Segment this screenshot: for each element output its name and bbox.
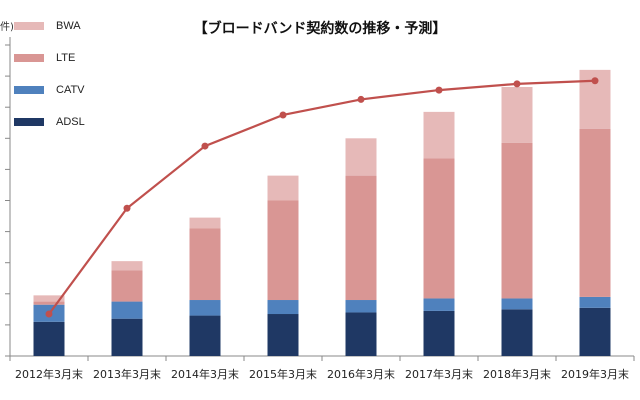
x-tick-label-1: 2013年3月末 [93, 367, 161, 381]
x-tick-label-5: 2017年3月末 [405, 367, 473, 381]
bars [33, 69, 611, 356]
bar-catv-1 [111, 301, 143, 319]
total-line-point-3 [279, 111, 287, 119]
bar-lte-3 [267, 200, 299, 301]
x-tick-label-7: 2019年3月末 [561, 367, 629, 381]
bar-bwa-3 [267, 175, 299, 201]
total-line-point-5 [435, 86, 443, 94]
bar-bwa-4 [345, 138, 377, 176]
legend-swatch-bwa [14, 22, 44, 30]
x-tick-label-3: 2015年3月末 [249, 367, 317, 381]
legend-label-adsl: ADSL [56, 116, 85, 128]
legend-label-lte: LTE [56, 52, 75, 64]
legend-swatch-lte [14, 54, 44, 62]
legend-swatch-adsl [14, 118, 44, 126]
bar-bwa-2 [189, 217, 221, 229]
total-line-path [48, 79, 596, 315]
legend: BWA LTE CATV ADSL [14, 20, 85, 128]
bar-lte-7 [579, 128, 611, 297]
bar-adsl-3 [267, 314, 299, 356]
bar-catv-7 [579, 296, 611, 308]
total-line-point-2 [201, 142, 209, 150]
bar-bwa-0 [33, 295, 65, 302]
axes [5, 37, 635, 361]
bar-adsl-2 [189, 315, 221, 356]
chart-title: 【ブロードバンド契約数の推移・予測】 [194, 20, 447, 37]
bar-lte-6 [501, 142, 533, 299]
bar-lte-1 [111, 270, 143, 302]
bar-adsl-5 [423, 310, 455, 356]
bar-lte-0 [33, 301, 65, 305]
bar-catv-4 [345, 300, 377, 313]
total-line-point-4 [357, 95, 365, 103]
bar-adsl-4 [345, 312, 377, 356]
legend-label-catv: CATV [56, 84, 85, 96]
bar-bwa-1 [111, 261, 143, 271]
total-line [45, 77, 599, 318]
bar-bwa-5 [423, 111, 455, 159]
bar-adsl-0 [33, 321, 65, 356]
bar-lte-5 [423, 158, 455, 299]
total-line-point-0 [45, 310, 53, 318]
x-tick-label-4: 2016年3月末 [327, 367, 395, 381]
x-tick-label-2: 2014年3月末 [171, 367, 239, 381]
bar-adsl-7 [579, 307, 611, 356]
bar-catv-6 [501, 298, 533, 310]
total-line-point-7 [591, 77, 599, 85]
total-line-point-6 [513, 80, 521, 88]
bar-adsl-1 [111, 318, 143, 356]
total-line-point-1 [123, 204, 131, 212]
bar-lte-4 [345, 175, 377, 301]
bar-adsl-6 [501, 309, 533, 356]
bar-catv-3 [267, 300, 299, 315]
x-tick-label-0: 2012年3月末 [15, 367, 83, 381]
bar-catv-5 [423, 298, 455, 311]
bar-catv-2 [189, 300, 221, 316]
x-tick-label-6: 2018年3月末 [483, 367, 551, 381]
bar-lte-2 [189, 228, 221, 301]
x-tick-labels: 2012年3月末 2013年3月末 2014年3月末 2015年3月末 2016年3月末… [15, 367, 629, 381]
y-unit-label: 件) [0, 21, 14, 33]
legend-label-bwa: BWA [56, 20, 81, 32]
bar-bwa-6 [501, 86, 533, 143]
legend-swatch-catv [14, 86, 44, 94]
